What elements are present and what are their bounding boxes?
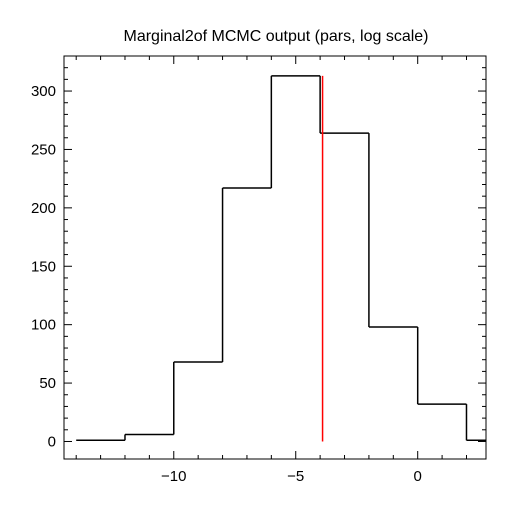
plot-frame (63, 55, 487, 460)
x-tick-label: −10 (161, 468, 186, 485)
histogram-series (76, 75, 486, 442)
chart-title: Marginal2of MCMC output (pars, log scale… (123, 28, 428, 45)
y-tick-label: 0 (48, 433, 56, 450)
x-tick-label: −5 (287, 468, 304, 485)
y-tick-label: 200 (31, 200, 56, 217)
x-tick-label: 0 (414, 468, 422, 485)
y-tick-label: 300 (31, 83, 56, 100)
y-tick-label: 150 (31, 258, 56, 275)
y-tick-label: 250 (31, 141, 56, 158)
y-tick-label: 50 (39, 375, 56, 392)
x-axis: −10 −5 0 (75, 56, 467, 485)
y-tick-label: 100 (31, 317, 56, 334)
y-axis: 0 50 100 150 200 250 300 (31, 67, 486, 450)
